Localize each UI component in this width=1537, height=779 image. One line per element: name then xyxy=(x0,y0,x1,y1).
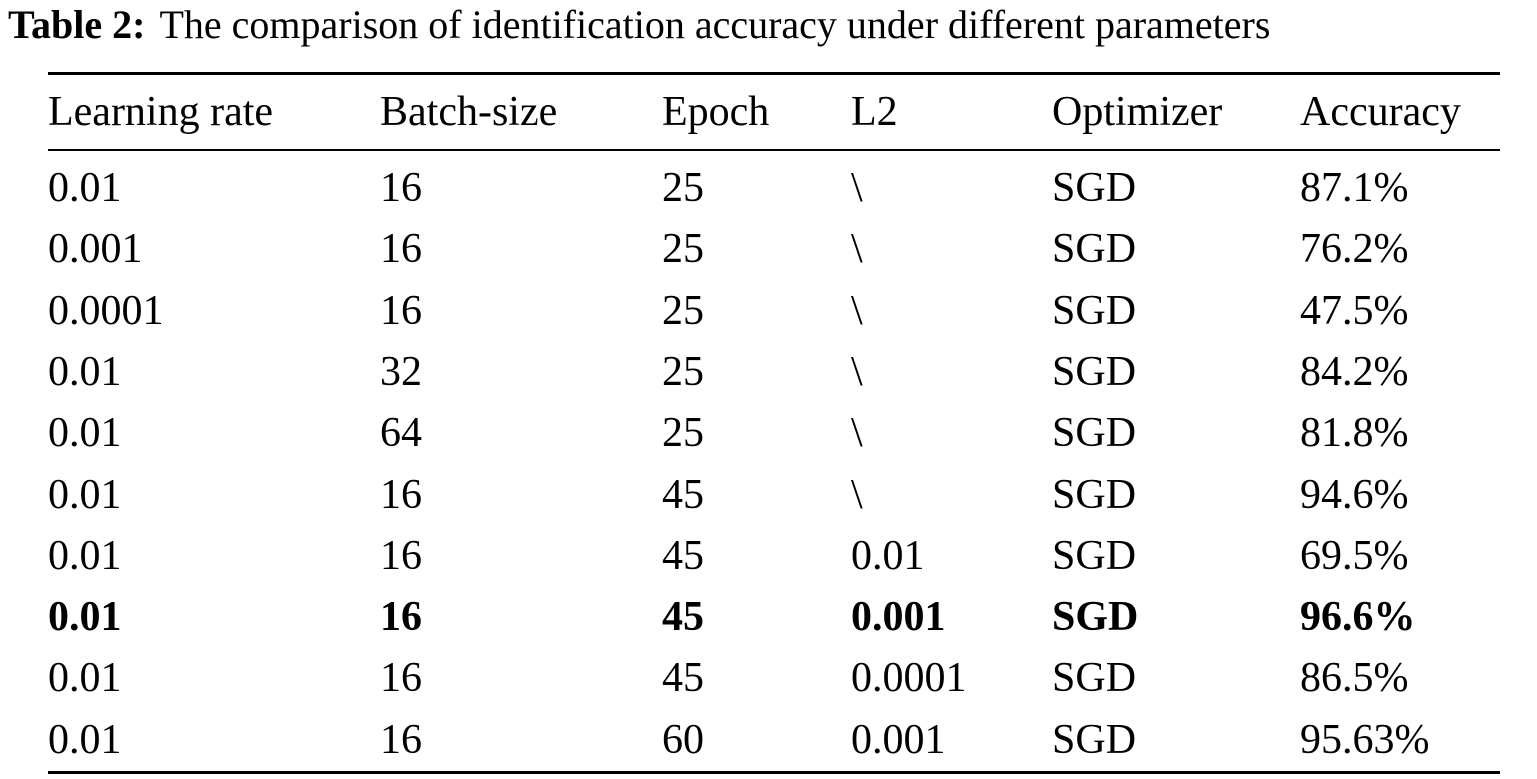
table-cell: 0.01 xyxy=(48,471,122,518)
table-cell: 25 xyxy=(662,165,704,211)
table-cell: 0.01 xyxy=(48,716,122,763)
table-cell: 0.01 xyxy=(48,165,122,211)
table-cell: SGD xyxy=(1052,410,1137,457)
header-cell: Accuracy xyxy=(1300,89,1461,135)
table-cell: 0.001 xyxy=(48,226,143,273)
table-cell: 25 xyxy=(662,226,704,273)
bottom-rule xyxy=(48,771,1500,774)
table-cell: SGD xyxy=(1052,716,1137,763)
top-rule xyxy=(48,72,1500,75)
table-cell: \ xyxy=(851,226,863,273)
caption-label: Table 2: xyxy=(8,2,146,47)
caption: Table 2: The comparison of identification… xyxy=(8,2,1270,48)
header-cell: Batch-size xyxy=(380,89,558,135)
header-rule xyxy=(48,149,1500,151)
table-cell: 0.0001 xyxy=(48,287,164,334)
table-cell: \ xyxy=(851,287,863,334)
header-cell: L2 xyxy=(851,89,898,135)
table-cell: \ xyxy=(851,410,863,457)
table-cell: 16 xyxy=(380,287,422,334)
table-cell: 0.01 xyxy=(48,655,122,702)
table-cell: SGD xyxy=(1052,532,1137,579)
table-cell: 16 xyxy=(380,165,422,211)
table-cell: 25 xyxy=(662,287,704,334)
table-cell: SGD xyxy=(1052,471,1137,518)
table-cell: 32 xyxy=(380,348,422,395)
table-cell: SGD xyxy=(1052,226,1137,273)
table-cell: 0.001 xyxy=(851,716,946,763)
header-cell: Optimizer xyxy=(1052,89,1223,135)
table-cell: 16 xyxy=(380,532,422,579)
header-cell: Epoch xyxy=(662,89,770,135)
table-cell: 47.5% xyxy=(1300,287,1409,334)
table-cell: \ xyxy=(851,471,863,518)
table-cell: 25 xyxy=(662,410,704,457)
table-cell: 45 xyxy=(662,594,704,641)
table-cell: 69.5% xyxy=(1300,532,1409,579)
table-cell: \ xyxy=(851,165,863,211)
table-cell: 0.01 xyxy=(48,532,122,579)
table-cell: 87.1% xyxy=(1300,165,1409,211)
header-cell: Learning rate xyxy=(48,89,274,135)
table-cell: 16 xyxy=(380,226,422,273)
table-cell: 86.5% xyxy=(1300,655,1409,702)
table-cell: 0.01 xyxy=(48,348,122,395)
table-cell: 64 xyxy=(380,410,422,457)
table-cell: 45 xyxy=(662,655,704,702)
table-cell: 0.01 xyxy=(48,410,122,457)
table-cell: 0.01 xyxy=(851,532,925,579)
table-cell: 95.63% xyxy=(1300,716,1430,763)
table-cell: 45 xyxy=(662,471,704,518)
table-cell: SGD xyxy=(1052,594,1139,641)
table-cell: 0.0001 xyxy=(851,655,967,702)
table-cell: 16 xyxy=(380,471,422,518)
table-cell: 76.2% xyxy=(1300,226,1409,273)
table-cell: \ xyxy=(851,348,863,395)
table-cell: 94.6% xyxy=(1300,471,1409,518)
table-cell: SGD xyxy=(1052,287,1137,334)
table-cell: 45 xyxy=(662,532,704,579)
table-cell: 16 xyxy=(380,594,422,641)
table-cell: 16 xyxy=(380,716,422,763)
table-cell: 60 xyxy=(662,716,704,763)
table-cell: SGD xyxy=(1052,655,1137,702)
table-cell: 25 xyxy=(662,348,704,395)
table-cell: SGD xyxy=(1052,165,1137,211)
table-cell: 84.2% xyxy=(1300,348,1409,395)
table-cell: SGD xyxy=(1052,348,1137,395)
table-cell: 0.01 xyxy=(48,594,122,641)
table-cell: 81.8% xyxy=(1300,410,1409,457)
table-cell: 0.001 xyxy=(851,594,946,641)
table-cell: 96.6% xyxy=(1300,594,1416,641)
caption-text: The comparison of identification accurac… xyxy=(159,2,1271,47)
table-cell: 16 xyxy=(380,655,422,702)
